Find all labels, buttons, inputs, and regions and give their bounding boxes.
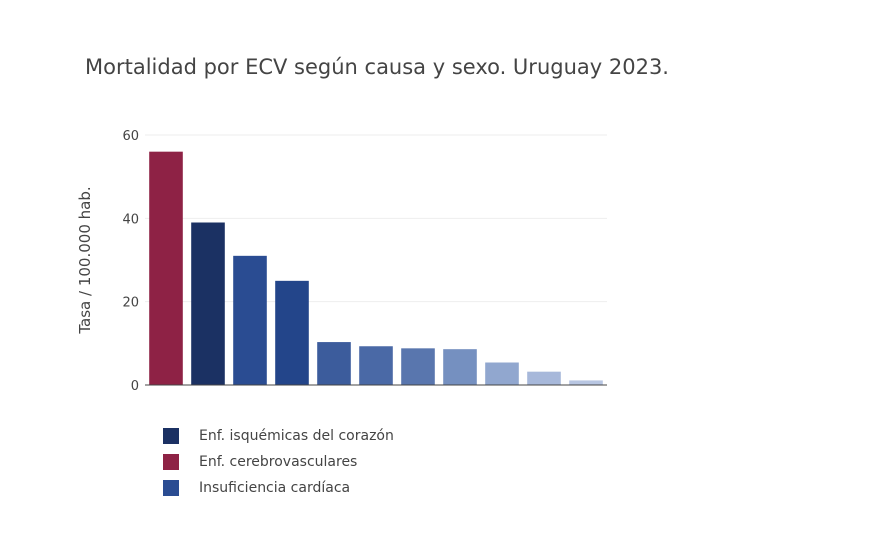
y-tick-labels: 0 20 40 60 xyxy=(122,129,139,394)
y-axis-title: Tasa / 100.000 hab. xyxy=(76,186,94,334)
bars xyxy=(149,151,603,386)
bar-2[interactable] xyxy=(191,222,225,386)
bar-4[interactable] xyxy=(275,280,309,385)
bar-5[interactable] xyxy=(317,342,351,385)
bar-6[interactable] xyxy=(359,346,393,385)
legend-label-cerebrovasculares: Enf. cerebrovasculares xyxy=(199,454,358,470)
bar-10[interactable] xyxy=(527,371,561,385)
bar-3[interactable] xyxy=(233,255,267,385)
legend-label-isquemicas: Enf. isquémicas del corazón xyxy=(199,428,394,444)
legend-item-partial xyxy=(163,501,483,505)
bar-7[interactable] xyxy=(401,348,435,385)
y-tick-label-0: 0 xyxy=(131,379,139,394)
y-tick-label-60: 60 xyxy=(122,129,139,144)
legend-swatch-insuficiencia xyxy=(163,480,179,496)
y-tick-label-40: 40 xyxy=(122,212,139,227)
bar-11[interactable] xyxy=(569,380,603,385)
legend-item-isquemicas[interactable]: Enf. isquémicas del corazón xyxy=(163,423,483,449)
y-tick-label-20: 20 xyxy=(122,296,139,311)
legend-swatch-isquemicas xyxy=(163,428,179,444)
bar-1[interactable] xyxy=(149,151,183,385)
chart-title: Mortalidad por ECV según causa y sexo. U… xyxy=(85,55,669,79)
legend: Enf. isquémicas del corazón Enf. cerebro… xyxy=(163,423,483,505)
legend-label-insuficiencia: Insuficiencia cardíaca xyxy=(199,480,351,496)
bar-8[interactable] xyxy=(443,349,477,385)
legend-item-insuficiencia[interactable]: Insuficiencia cardíaca xyxy=(163,475,483,501)
legend-item-cerebrovasculares[interactable]: Enf. cerebrovasculares xyxy=(163,449,483,475)
legend-swatch-cerebrovasculares xyxy=(163,454,179,470)
bar-9[interactable] xyxy=(485,362,519,386)
